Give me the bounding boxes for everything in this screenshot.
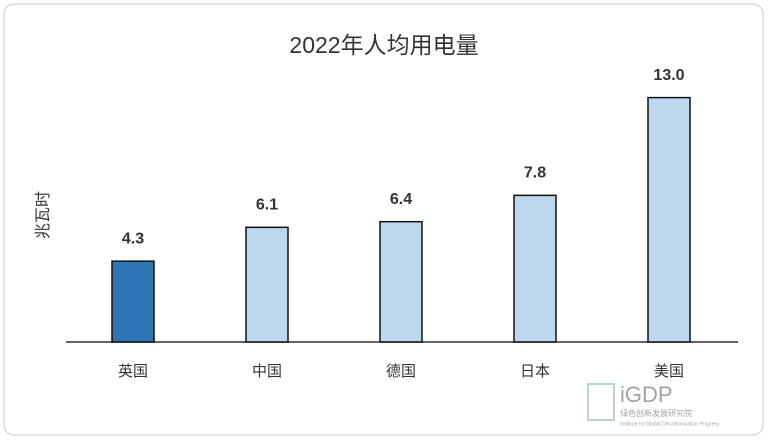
value-label: 13.0 (653, 67, 684, 84)
bar (111, 260, 155, 343)
chart-title: 2022年人均用电量 (289, 32, 478, 58)
bar (647, 96, 691, 343)
value-label: 6.1 (256, 197, 278, 214)
value-label: 4.3 (122, 230, 144, 247)
logo-name: iGDP (620, 382, 673, 407)
bar (513, 194, 557, 343)
bar (245, 226, 289, 343)
value-label: 6.4 (390, 191, 412, 208)
x-tick-label: 中国 (252, 363, 282, 380)
chart-frame (3, 3, 764, 436)
logo-english: Institute for Global Decarbonization Pro… (620, 421, 720, 427)
value-label: 7.8 (524, 165, 546, 182)
watermark: iGDP 绿色创新发展研究院 Institute for Global Deca… (587, 382, 720, 427)
x-tick-label: 德国 (386, 362, 416, 380)
x-tick-label: 英国 (118, 362, 148, 380)
x-tick-label: 美国 (654, 363, 684, 380)
y-axis-label: 兆瓦时 (34, 191, 52, 239)
bar (379, 220, 423, 343)
logo-subtitle: 绿色创新发展研究院 (620, 408, 692, 418)
logo-icon (587, 383, 615, 421)
x-tick-label: 日本 (520, 363, 550, 380)
